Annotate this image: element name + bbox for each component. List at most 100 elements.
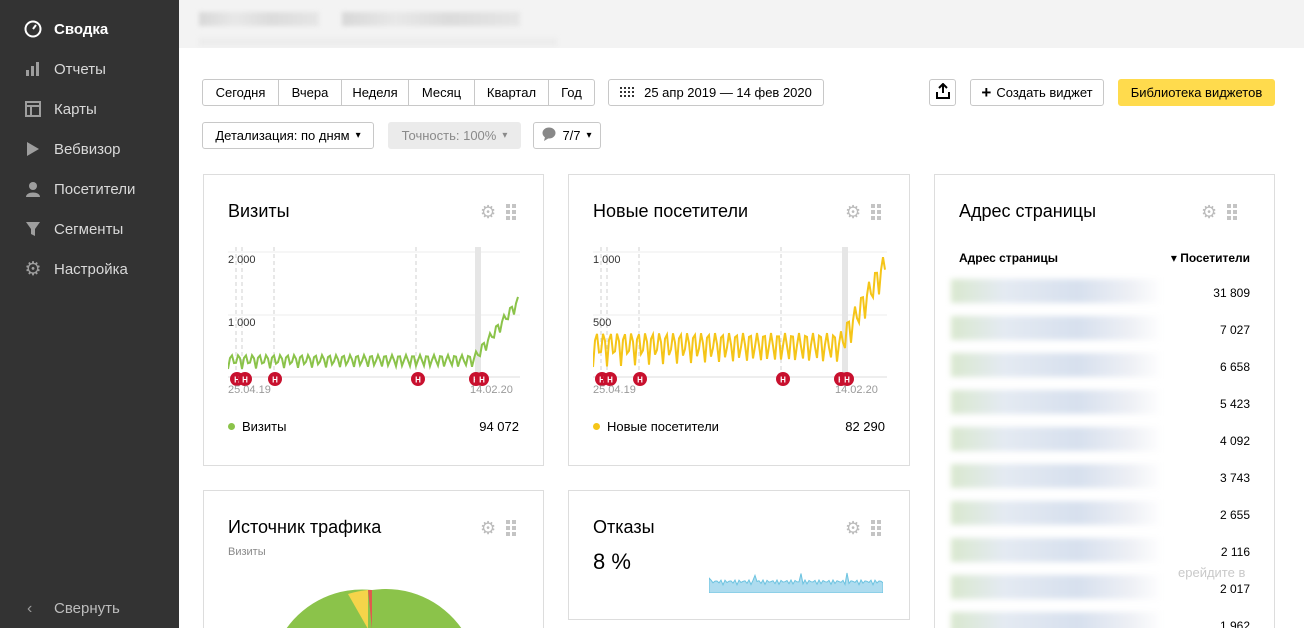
chevron-down-icon: ▾ (502, 130, 508, 141)
table-row-value: 1 962 (1219, 619, 1250, 628)
new-visitors-total: 82 290 (845, 419, 885, 434)
nav-item-label: Отчеты (54, 60, 106, 78)
nav-item-segments[interactable]: Сегменты (0, 209, 179, 249)
nav-item-visitors[interactable]: Посетители (0, 169, 179, 209)
holiday-marker-icon (776, 372, 790, 386)
drag-handle-icon[interactable] (506, 204, 516, 220)
period-today-button[interactable]: Сегодня (202, 79, 279, 106)
blurred-url (951, 390, 1163, 414)
table-row-value: 7 027 (1219, 323, 1250, 337)
nav-item-maps[interactable]: Карты (0, 89, 179, 129)
gear-icon[interactable]: ⚙ (480, 202, 497, 222)
holiday-marker-icon (268, 372, 282, 386)
gear-icon[interactable]: ⚙ (1201, 202, 1218, 222)
funnel-icon (24, 220, 42, 238)
plus-icon: + (981, 82, 992, 102)
period-week-button[interactable]: Неделя (341, 79, 409, 106)
holiday-marker-icon (238, 372, 252, 386)
nav-item-webvisor[interactable]: Вебвизор (0, 129, 179, 169)
x-date-end: 14.02.20 (835, 384, 878, 396)
date-range-button[interactable]: 25 апр 2019 — 14 фев 2020 (608, 79, 824, 106)
create-widget-button[interactable]: + Создать виджет (970, 79, 1104, 106)
blurred-url (951, 538, 1163, 562)
x-date-start: 25.04.19 (593, 384, 636, 396)
blurred-url (951, 575, 1163, 599)
blurred-url (951, 353, 1163, 377)
gear-icon[interactable]: ⚙ (480, 518, 497, 538)
export-button[interactable] (929, 79, 956, 106)
holiday-marker-letter: Н (844, 376, 850, 385)
widget-subtitle: Визиты (228, 546, 266, 558)
chevron-down-icon: ▾ (586, 130, 592, 141)
nav-item-summary[interactable]: Сводка (0, 9, 179, 49)
holiday-marker-letter: Н (607, 376, 613, 385)
pie-slice (372, 589, 462, 628)
visits-widget: Визиты ⚙ НННННН 2 000 1 000 25.04.19 14.… (203, 174, 544, 466)
drag-handle-icon[interactable] (871, 204, 881, 220)
widget-tools: ⚙ (1201, 203, 1237, 221)
y-tick: 500 (593, 317, 612, 329)
detail-select[interactable]: Детализация: по дням ▾ (202, 122, 374, 149)
table-row-value: 2 655 (1219, 508, 1250, 522)
holiday-marker-letter: Н (272, 376, 278, 385)
legend-label: Визиты (242, 419, 287, 434)
map-layout-icon (24, 100, 42, 118)
period-month-button[interactable]: Месяц (408, 79, 475, 106)
pie-slice (348, 590, 368, 628)
holiday-marker-icon (475, 372, 489, 386)
hint-overlay-text: ерейдите в (1178, 565, 1246, 580)
x-date-start: 25.04.19 (228, 384, 271, 396)
period-yesterday-button[interactable]: Вчера (278, 79, 342, 106)
holiday-marker-letter: Н (780, 376, 786, 385)
widget-title: Визиты (228, 201, 290, 221)
table-row-value: 4 092 (1219, 434, 1250, 448)
table-row-value: 3 743 (1219, 471, 1250, 485)
widget-title: Новые посетители (593, 201, 749, 221)
holiday-marker-icon (411, 372, 425, 386)
user-icon (24, 180, 42, 198)
x-date-end: 14.02.20 (470, 384, 513, 396)
column-header-visitors[interactable]: ▾ Посетители (1170, 251, 1250, 265)
detail-label: Детализация: по дням (215, 128, 350, 143)
holiday-marker-letter: Н (479, 376, 485, 385)
blurred-subtitle (199, 38, 557, 46)
nav-item-label: Вебвизор (54, 140, 121, 158)
series-line (228, 296, 519, 371)
holiday-marker-icon (603, 372, 617, 386)
drag-handle-icon[interactable] (1227, 204, 1237, 220)
visits-chart: НННННН (228, 247, 520, 386)
drag-handle-icon[interactable] (506, 520, 516, 536)
gear-icon[interactable]: ⚙ (845, 202, 862, 222)
drag-handle-icon[interactable] (871, 520, 881, 536)
bounce-sparkline (709, 572, 883, 593)
collapse-sidebar-button[interactable]: ‹ Свернуть (0, 596, 179, 624)
period-year-button[interactable]: Год (548, 79, 595, 106)
traffic-pie-chart (286, 589, 462, 628)
widget-tools: ⚙ (480, 519, 516, 537)
holiday-marker-icon (840, 372, 854, 386)
traffic-source-widget: Источник трафика ⚙ Визиты (203, 490, 544, 628)
sidebar: Сводка Отчеты Карты Вебвизор Посетители … (0, 0, 179, 628)
segments-filter-button[interactable]: 7/7 ▾ (533, 122, 601, 149)
blurred-counter-url (342, 12, 520, 26)
widget-title: Адрес страницы (959, 201, 1097, 221)
table-row-value: 6 658 (1219, 360, 1250, 374)
series-legend: Визиты (228, 419, 286, 434)
nav-item-label: Сегменты (54, 220, 124, 238)
nav-item-settings[interactable]: ⚙ Настройка (0, 249, 179, 289)
table-row-value: 31 809 (1213, 286, 1250, 300)
blurred-counter-name (199, 12, 319, 26)
holiday-marker-letter: Н (599, 376, 605, 385)
period-quarter-button[interactable]: Квартал (474, 79, 549, 106)
blurred-url (951, 316, 1163, 340)
nav-item-reports[interactable]: Отчеты (0, 49, 179, 89)
visits-total: 94 072 (479, 419, 519, 434)
gear-icon[interactable]: ⚙ (845, 518, 862, 538)
blurred-url (951, 279, 1163, 303)
pie-slice (286, 589, 372, 628)
bounce-area (709, 572, 883, 593)
accuracy-select: Точность: 100% ▾ (388, 122, 521, 149)
page-address-widget: Адрес страницы ⚙ Адрес страницы ▾ Посети… (934, 174, 1275, 628)
legend-dot (593, 423, 600, 430)
widget-library-button[interactable]: Библиотека виджетов (1118, 79, 1275, 106)
